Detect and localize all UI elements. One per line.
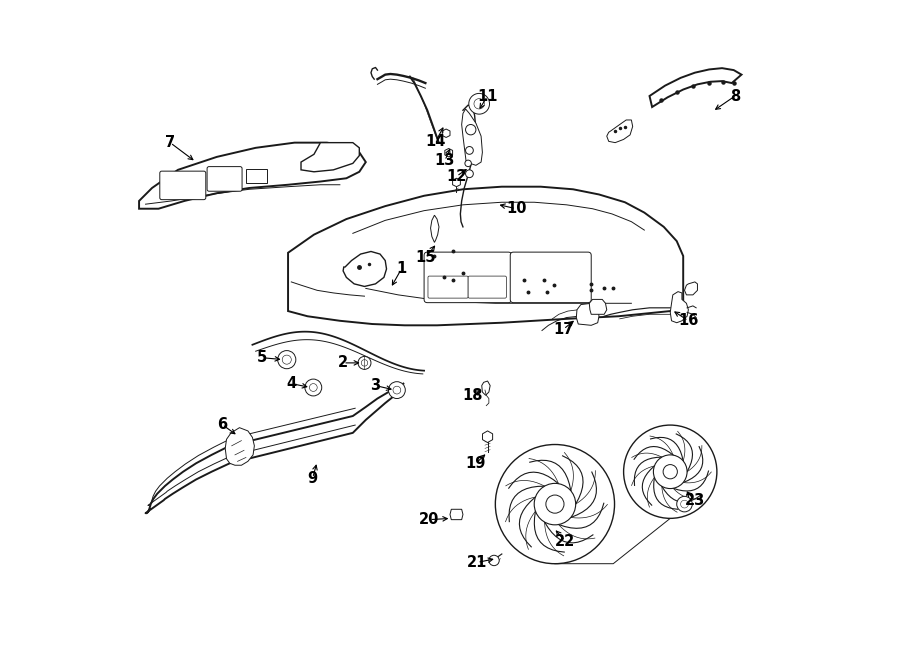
Polygon shape — [301, 143, 359, 172]
Circle shape — [624, 425, 717, 518]
Text: 16: 16 — [679, 313, 698, 329]
Polygon shape — [225, 428, 255, 465]
Text: 15: 15 — [415, 251, 436, 266]
Circle shape — [495, 444, 615, 564]
Text: 12: 12 — [446, 169, 467, 184]
Text: 19: 19 — [465, 456, 486, 471]
Circle shape — [393, 386, 400, 394]
FancyBboxPatch shape — [428, 276, 468, 298]
Text: 9: 9 — [308, 471, 318, 486]
Polygon shape — [607, 120, 633, 143]
Polygon shape — [442, 129, 450, 137]
Text: 2: 2 — [338, 356, 348, 370]
Text: 22: 22 — [555, 533, 575, 549]
Text: 17: 17 — [554, 322, 573, 336]
Text: 4: 4 — [286, 376, 296, 391]
Circle shape — [474, 98, 484, 109]
Text: 5: 5 — [257, 350, 267, 366]
Circle shape — [465, 160, 472, 167]
FancyBboxPatch shape — [160, 171, 206, 200]
Polygon shape — [450, 509, 463, 520]
Circle shape — [310, 383, 317, 391]
Text: 23: 23 — [685, 492, 705, 508]
Text: 1: 1 — [396, 262, 407, 276]
Polygon shape — [288, 186, 683, 325]
Circle shape — [278, 350, 296, 369]
Polygon shape — [430, 215, 439, 243]
Circle shape — [680, 500, 688, 508]
Circle shape — [489, 555, 500, 566]
Polygon shape — [445, 149, 453, 157]
Circle shape — [546, 495, 564, 513]
Circle shape — [361, 360, 368, 366]
Polygon shape — [343, 251, 386, 286]
Circle shape — [465, 170, 473, 178]
Polygon shape — [685, 282, 698, 295]
Polygon shape — [590, 299, 607, 315]
Text: 14: 14 — [426, 134, 446, 149]
Circle shape — [283, 355, 292, 364]
FancyBboxPatch shape — [510, 252, 591, 303]
Circle shape — [469, 93, 490, 114]
Circle shape — [465, 124, 476, 135]
Text: 8: 8 — [730, 89, 740, 104]
Circle shape — [677, 496, 692, 512]
Polygon shape — [140, 143, 365, 209]
Text: 20: 20 — [419, 512, 439, 527]
Text: 13: 13 — [435, 153, 455, 169]
Circle shape — [653, 455, 687, 488]
Polygon shape — [650, 68, 742, 107]
Text: 18: 18 — [463, 388, 483, 403]
Text: 3: 3 — [371, 378, 381, 393]
Circle shape — [663, 465, 678, 479]
Polygon shape — [462, 109, 482, 165]
Text: 6: 6 — [217, 417, 227, 432]
FancyBboxPatch shape — [207, 167, 242, 191]
Text: 7: 7 — [165, 135, 176, 150]
Circle shape — [465, 147, 473, 154]
Circle shape — [535, 483, 576, 525]
Polygon shape — [482, 381, 490, 395]
FancyBboxPatch shape — [424, 252, 511, 303]
Circle shape — [305, 379, 321, 396]
Text: 21: 21 — [467, 555, 488, 570]
Text: 10: 10 — [506, 201, 526, 216]
Circle shape — [358, 356, 371, 369]
Polygon shape — [670, 292, 688, 323]
Polygon shape — [453, 178, 461, 186]
Circle shape — [389, 381, 405, 399]
Text: 11: 11 — [477, 89, 498, 104]
Bar — [246, 169, 266, 183]
FancyBboxPatch shape — [468, 276, 507, 298]
Polygon shape — [576, 303, 599, 325]
